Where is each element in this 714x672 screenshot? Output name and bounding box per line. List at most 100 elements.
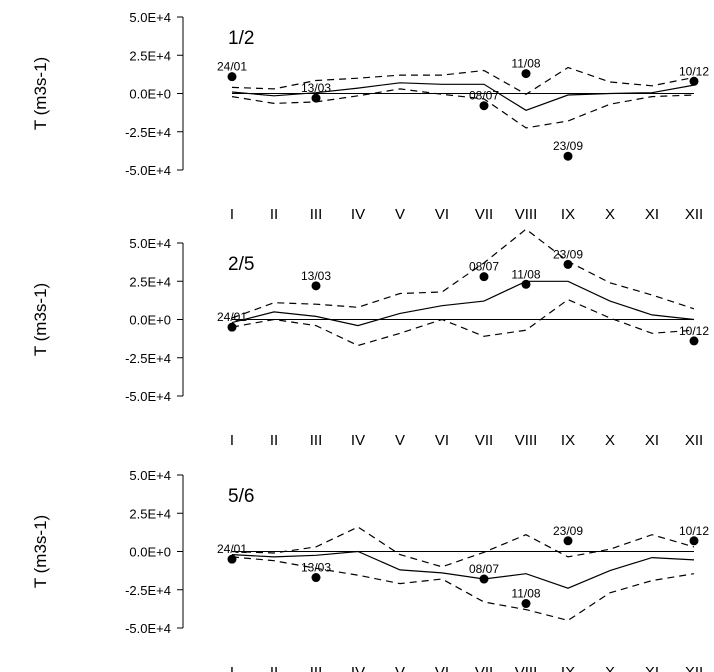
chart-panel-3: 5.0E+42.5E+40.0E+0-2.5E+4-5.0E+4IIIIIIIV… <box>31 468 709 672</box>
y-tick-label: 5.0E+4 <box>129 236 171 251</box>
x-tick-label: XI <box>645 206 659 223</box>
chart-panel-1: 5.0E+42.5E+40.0E+0-2.5E+4-5.0E+4I II III IV… <box>31 10 709 223</box>
dashed-series-line-2 <box>231 88 695 129</box>
event-point <box>227 322 237 332</box>
x-tick-label: V <box>395 664 405 672</box>
x-tick-label: I <box>230 206 234 223</box>
x-tick-label: IV <box>351 432 365 449</box>
event-label: 24/01 <box>217 60 247 74</box>
event-label: 23/09 <box>553 247 583 261</box>
event-label: 11/08 <box>511 57 540 71</box>
x-tick-label: IX <box>561 664 575 672</box>
event-point <box>563 536 573 546</box>
dashed-series-line-1 <box>231 228 695 319</box>
x-tick-label: IV <box>351 206 365 223</box>
dashed-series-line-1 <box>231 66 695 96</box>
chart-panel-2: 5.0E+42.5E+40.0E+0-2.5E+4-5.0E+4I II III IV… <box>31 228 709 449</box>
y-tick-label: 0.0E+0 <box>129 545 171 560</box>
event-point <box>479 272 489 282</box>
x-tick-label: III <box>310 206 323 223</box>
x-tick-label: II <box>270 432 278 449</box>
event-point <box>479 101 489 111</box>
x-tick-label: IX <box>561 206 575 223</box>
x-tick-label: II <box>270 206 278 223</box>
event-point <box>689 536 699 546</box>
event-point <box>689 76 699 86</box>
y-tick-label: -2.5E+4 <box>125 351 171 366</box>
panel-label: 5/6 <box>228 486 254 507</box>
x-tick-label: IX <box>561 432 575 449</box>
y-tick-label: -2.5E+4 <box>125 583 171 598</box>
panel-label: 1/2 <box>228 28 254 49</box>
event-point <box>563 259 573 269</box>
dashed-series-line-2 <box>231 298 695 347</box>
event-point <box>227 554 237 564</box>
y-tick-label: -5.0E+4 <box>125 389 171 404</box>
panel-label: 2/5 <box>228 254 254 275</box>
y-axis-label: T (m3s-1) <box>31 515 50 588</box>
y-tick-label: 2.5E+4 <box>129 506 171 521</box>
y-tick-label: -2.5E+4 <box>125 125 171 140</box>
x-tick-label: III <box>310 432 323 449</box>
x-tick-label: VI <box>435 432 449 449</box>
x-tick-label: XII <box>685 432 703 449</box>
y-tick-label: 2.5E+4 <box>129 274 171 289</box>
x-tick-label: VIII <box>515 664 538 672</box>
x-tick-label: X <box>605 664 615 672</box>
event-label: 13/03 <box>301 81 331 95</box>
x-tick-label: XII <box>685 664 703 672</box>
x-tick-label: XI <box>645 664 659 672</box>
x-tick-label: IV <box>351 664 365 672</box>
x-tick-label: VIII <box>515 432 538 449</box>
event-point <box>227 72 237 82</box>
event-label: 08/07 <box>469 562 499 576</box>
event-label: 24/01 <box>217 310 247 324</box>
event-point <box>689 336 699 346</box>
y-axis-label: T (m3s-1) <box>31 57 50 130</box>
x-tick-label: VIII <box>515 206 538 223</box>
x-tick-label: X <box>605 432 615 449</box>
dashed-series-line-1 <box>231 526 695 568</box>
event-label: 23/09 <box>553 139 583 153</box>
y-tick-label: -5.0E+4 <box>125 163 171 178</box>
solid-series-line-0 <box>231 82 695 111</box>
event-label: 24/01 <box>217 542 247 556</box>
dashed-series-line-2 <box>231 556 695 622</box>
event-point <box>311 93 321 103</box>
x-tick-label: VII <box>475 206 493 223</box>
y-tick-label: 5.0E+4 <box>129 10 171 25</box>
event-point <box>479 574 489 584</box>
x-tick-label: VII <box>475 432 493 449</box>
event-point <box>521 69 531 79</box>
x-tick-label: VII <box>475 664 493 672</box>
event-point <box>311 573 321 583</box>
x-tick-label: II <box>270 664 278 672</box>
event-label: 10/12 <box>679 524 709 538</box>
y-tick-label: 2.5E+4 <box>129 48 171 63</box>
event-label: 11/08 <box>511 267 540 281</box>
y-tick-label: 0.0E+0 <box>129 313 171 328</box>
event-label: 10/12 <box>679 324 709 338</box>
x-tick-label: X <box>605 206 615 223</box>
x-tick-label: III <box>310 664 323 672</box>
event-point <box>521 279 531 289</box>
x-tick-label: XI <box>645 432 659 449</box>
x-tick-label: VI <box>435 206 449 223</box>
solid-series-line-0 <box>231 280 695 327</box>
event-label: 23/09 <box>553 524 583 538</box>
x-tick-label: V <box>395 206 405 223</box>
event-point <box>521 599 531 609</box>
event-point <box>311 281 321 291</box>
y-axis-label: T (m3s-1) <box>31 283 50 356</box>
y-tick-label: 5.0E+4 <box>129 468 171 483</box>
event-label: 13/03 <box>301 269 331 283</box>
x-tick-label: VI <box>435 664 449 672</box>
event-point <box>563 151 573 161</box>
x-tick-label: I <box>230 664 234 672</box>
y-tick-label: -5.0E+4 <box>125 621 171 636</box>
solid-series-line-0 <box>231 550 695 589</box>
event-label: 08/07 <box>469 89 499 103</box>
x-tick-label: V <box>395 432 405 449</box>
x-tick-label: I <box>230 432 234 449</box>
